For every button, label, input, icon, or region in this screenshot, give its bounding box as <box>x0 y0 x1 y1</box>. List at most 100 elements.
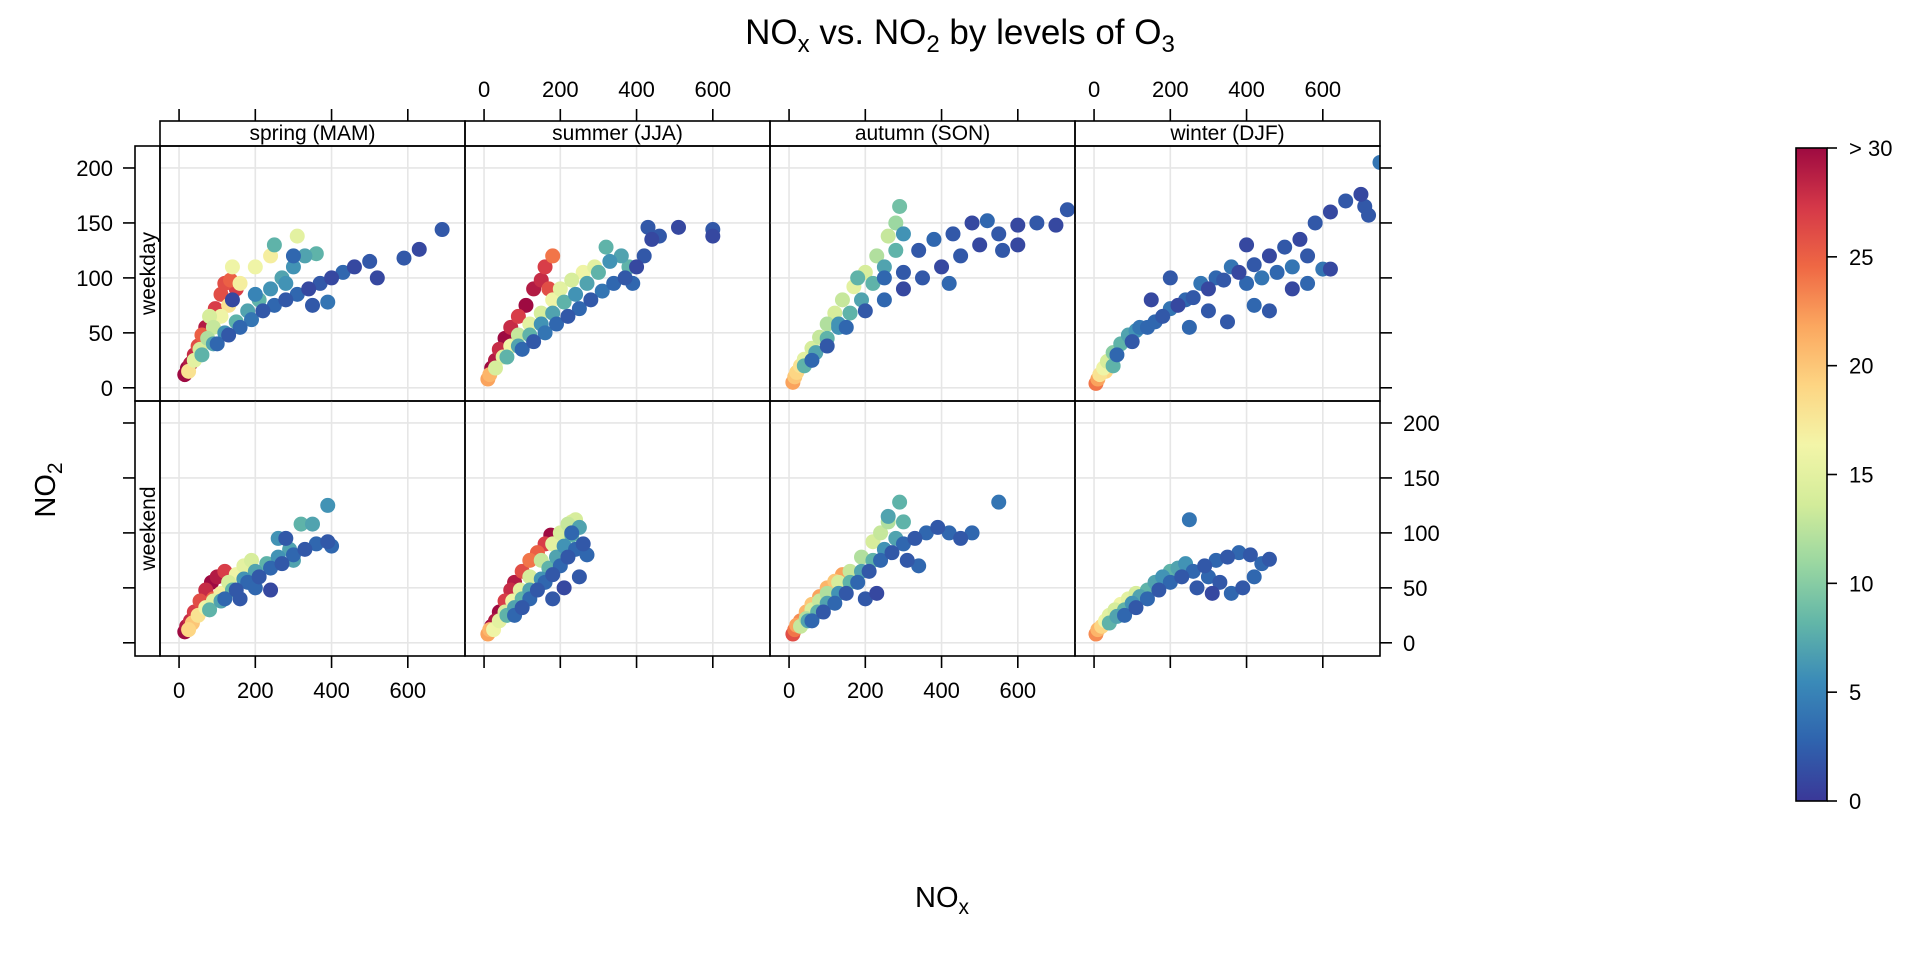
data-point <box>1109 347 1125 363</box>
data-point <box>930 519 946 535</box>
x-tick-label: 0 <box>1088 77 1100 102</box>
data-point <box>1216 272 1232 288</box>
data-point <box>1185 563 1201 579</box>
data-point <box>266 297 282 313</box>
data-point <box>918 525 934 541</box>
data-point <box>873 552 889 568</box>
data-point <box>1246 257 1262 273</box>
x-tick-label: 400 <box>618 77 655 102</box>
data-point <box>526 334 542 350</box>
panel-frame <box>159 145 466 402</box>
panel-1-3 <box>1074 400 1381 657</box>
data-point <box>510 327 526 343</box>
data-point <box>278 530 294 546</box>
data-point <box>537 259 553 275</box>
data-point <box>995 242 1011 258</box>
data-point <box>1155 308 1171 324</box>
data-point <box>895 264 911 280</box>
data-point <box>857 303 873 319</box>
data-point <box>488 360 503 376</box>
data-point <box>1029 215 1045 231</box>
data-point <box>895 514 911 530</box>
data-point <box>838 319 854 335</box>
data-point <box>1231 264 1247 280</box>
data-point <box>278 292 294 308</box>
data-point <box>575 536 591 552</box>
data-point <box>518 297 534 313</box>
data-point <box>213 308 229 324</box>
x-tick-label: 600 <box>389 678 426 703</box>
data-point <box>255 303 271 319</box>
data-point <box>308 536 324 552</box>
strip-label-season: summer (JJA) <box>552 122 683 145</box>
data-point <box>880 228 896 244</box>
data-point <box>560 308 576 324</box>
data-point <box>232 319 248 335</box>
data-point <box>1242 547 1258 563</box>
data-point <box>911 242 927 258</box>
data-point <box>194 347 210 363</box>
data-point <box>1212 574 1228 590</box>
data-point <box>934 259 950 275</box>
data-point <box>537 325 553 341</box>
data-point <box>911 558 927 574</box>
data-point <box>205 319 221 335</box>
panel-1-0 <box>159 400 466 657</box>
data-point <box>819 338 835 354</box>
data-point <box>1292 231 1308 247</box>
x-tick-label: 0 <box>478 77 490 102</box>
colorbar: 0 5 10 15 20 25 > 30 <box>1795 136 1892 814</box>
data-point <box>953 530 969 546</box>
data-point <box>1048 217 1064 233</box>
y-tick-label: 0 <box>101 376 113 401</box>
data-point <box>1322 261 1338 277</box>
data-point <box>1307 215 1323 231</box>
data-point <box>941 525 957 541</box>
data-point <box>308 246 324 262</box>
colorbar-tick-label: 0 <box>1849 789 1861 814</box>
data-point <box>644 231 660 247</box>
data-point <box>1117 607 1133 623</box>
data-point <box>1220 314 1235 330</box>
data-point <box>202 602 218 618</box>
data-point <box>1151 582 1167 598</box>
x-tick-label: 0 <box>173 678 185 703</box>
data-point <box>991 226 1007 242</box>
data-point <box>305 516 320 532</box>
data-point <box>629 259 645 275</box>
strip-box <box>134 400 161 657</box>
data-point <box>892 198 908 214</box>
data-point <box>1162 574 1178 590</box>
data-point <box>1261 551 1277 567</box>
data-point <box>285 248 301 264</box>
y-tick-label: 100 <box>76 266 113 291</box>
x-tick-label: 200 <box>542 77 579 102</box>
data-point <box>522 316 538 332</box>
data-point <box>895 281 911 297</box>
y-tick-label: 150 <box>1403 466 1440 491</box>
data-point <box>297 248 313 264</box>
x-tick-label: 200 <box>847 678 884 703</box>
data-point <box>873 525 889 541</box>
data-point <box>964 525 980 541</box>
data-point <box>1261 248 1277 264</box>
y-tick-label: 150 <box>76 211 113 236</box>
x-tick-label: 600 <box>1304 77 1341 102</box>
data-point <box>1269 264 1285 280</box>
data-point <box>804 352 820 368</box>
chart-title: NOx vs. NO2 by levels of O3 <box>745 13 1175 58</box>
colorbar-tick-label: 5 <box>1849 680 1861 705</box>
strip-box <box>1074 120 1381 147</box>
x-axis-title: NOx <box>915 882 970 919</box>
y-tick-label: 50 <box>1403 576 1427 601</box>
data-point <box>564 525 580 541</box>
data-point <box>1300 275 1316 291</box>
data-point <box>583 292 599 308</box>
data-point <box>335 264 351 280</box>
data-point <box>1128 600 1144 616</box>
data-point <box>285 259 301 275</box>
data-point <box>1181 512 1197 528</box>
data-point <box>514 341 530 357</box>
data-point <box>209 336 225 352</box>
data-point <box>1208 552 1224 568</box>
